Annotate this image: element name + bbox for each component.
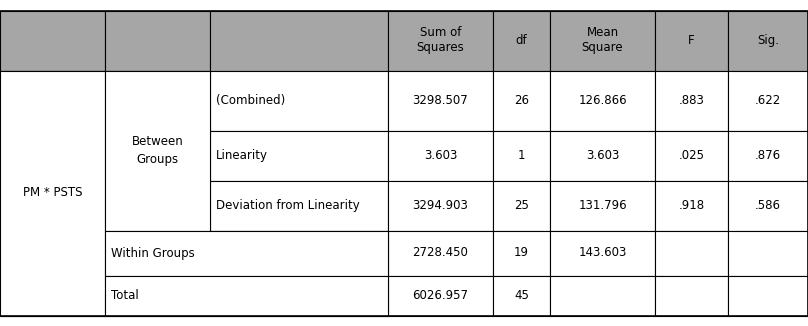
Bar xyxy=(655,10,728,70)
Bar xyxy=(388,130,493,181)
Text: Deviation from Linearity: Deviation from Linearity xyxy=(216,199,360,212)
Bar xyxy=(0,275,105,316)
Text: .622: .622 xyxy=(755,94,781,107)
Bar xyxy=(550,275,655,316)
Bar xyxy=(388,275,493,316)
Bar xyxy=(550,70,655,130)
Text: .876: .876 xyxy=(755,149,781,162)
Bar xyxy=(105,70,210,130)
Text: 19: 19 xyxy=(514,246,529,259)
Text: .586: .586 xyxy=(755,199,781,212)
Bar xyxy=(0,10,105,70)
Bar xyxy=(550,130,655,181)
Text: 3.603: 3.603 xyxy=(586,149,619,162)
Bar xyxy=(105,130,210,181)
Bar xyxy=(493,230,550,275)
Text: 3298.507: 3298.507 xyxy=(413,94,469,107)
Bar xyxy=(105,275,388,316)
Text: 131.796: 131.796 xyxy=(579,199,627,212)
Bar xyxy=(655,275,728,316)
Text: .883: .883 xyxy=(679,94,705,107)
Bar xyxy=(105,181,210,230)
Text: 126.866: 126.866 xyxy=(579,94,627,107)
Bar xyxy=(388,181,493,230)
Text: 1: 1 xyxy=(518,149,525,162)
Text: 25: 25 xyxy=(514,199,529,212)
Text: 26: 26 xyxy=(514,94,529,107)
Text: Sum of
Squares: Sum of Squares xyxy=(417,26,465,54)
Bar xyxy=(210,130,388,181)
Text: 45: 45 xyxy=(514,289,529,302)
Bar xyxy=(210,181,388,230)
Bar xyxy=(105,230,210,275)
Bar xyxy=(550,10,655,70)
Text: Linearity: Linearity xyxy=(216,149,268,162)
Bar xyxy=(0,130,105,181)
Bar xyxy=(728,230,808,275)
Text: 3.603: 3.603 xyxy=(424,149,457,162)
Text: Within Groups: Within Groups xyxy=(111,246,195,259)
Text: 3294.903: 3294.903 xyxy=(413,199,469,212)
Bar xyxy=(493,130,550,181)
Text: 2728.450: 2728.450 xyxy=(413,246,469,259)
Text: Total: Total xyxy=(111,289,139,302)
Bar xyxy=(728,70,808,130)
Text: .918: .918 xyxy=(679,199,705,212)
Bar xyxy=(655,130,728,181)
Bar xyxy=(493,70,550,130)
Bar xyxy=(655,181,728,230)
Text: F: F xyxy=(688,34,695,47)
Bar xyxy=(388,70,493,130)
Bar xyxy=(105,70,210,230)
Text: 6026.957: 6026.957 xyxy=(413,289,469,302)
Text: Sig.: Sig. xyxy=(757,34,779,47)
Bar xyxy=(210,70,388,130)
Bar xyxy=(0,230,105,275)
Bar xyxy=(388,10,493,70)
Text: 143.603: 143.603 xyxy=(579,246,627,259)
Text: PM * PSTS: PM * PSTS xyxy=(23,186,82,200)
Text: .025: .025 xyxy=(679,149,705,162)
Bar xyxy=(728,275,808,316)
Bar xyxy=(210,230,388,275)
Bar xyxy=(105,230,388,275)
Bar xyxy=(550,230,655,275)
Bar xyxy=(105,275,210,316)
Bar xyxy=(105,10,210,70)
Bar xyxy=(550,181,655,230)
Text: Mean
Square: Mean Square xyxy=(582,26,623,54)
Bar xyxy=(655,70,728,130)
Text: (Combined): (Combined) xyxy=(216,94,285,107)
Bar xyxy=(493,10,550,70)
Bar xyxy=(493,275,550,316)
Bar xyxy=(493,181,550,230)
Bar xyxy=(0,70,105,130)
Bar xyxy=(655,230,728,275)
Bar xyxy=(210,10,388,70)
Bar xyxy=(0,70,105,316)
Bar xyxy=(728,181,808,230)
Text: Between
Groups: Between Groups xyxy=(132,135,183,166)
Bar xyxy=(728,10,808,70)
Bar xyxy=(388,230,493,275)
Text: df: df xyxy=(516,34,528,47)
Bar xyxy=(210,275,388,316)
Bar xyxy=(0,181,105,230)
Bar xyxy=(728,130,808,181)
